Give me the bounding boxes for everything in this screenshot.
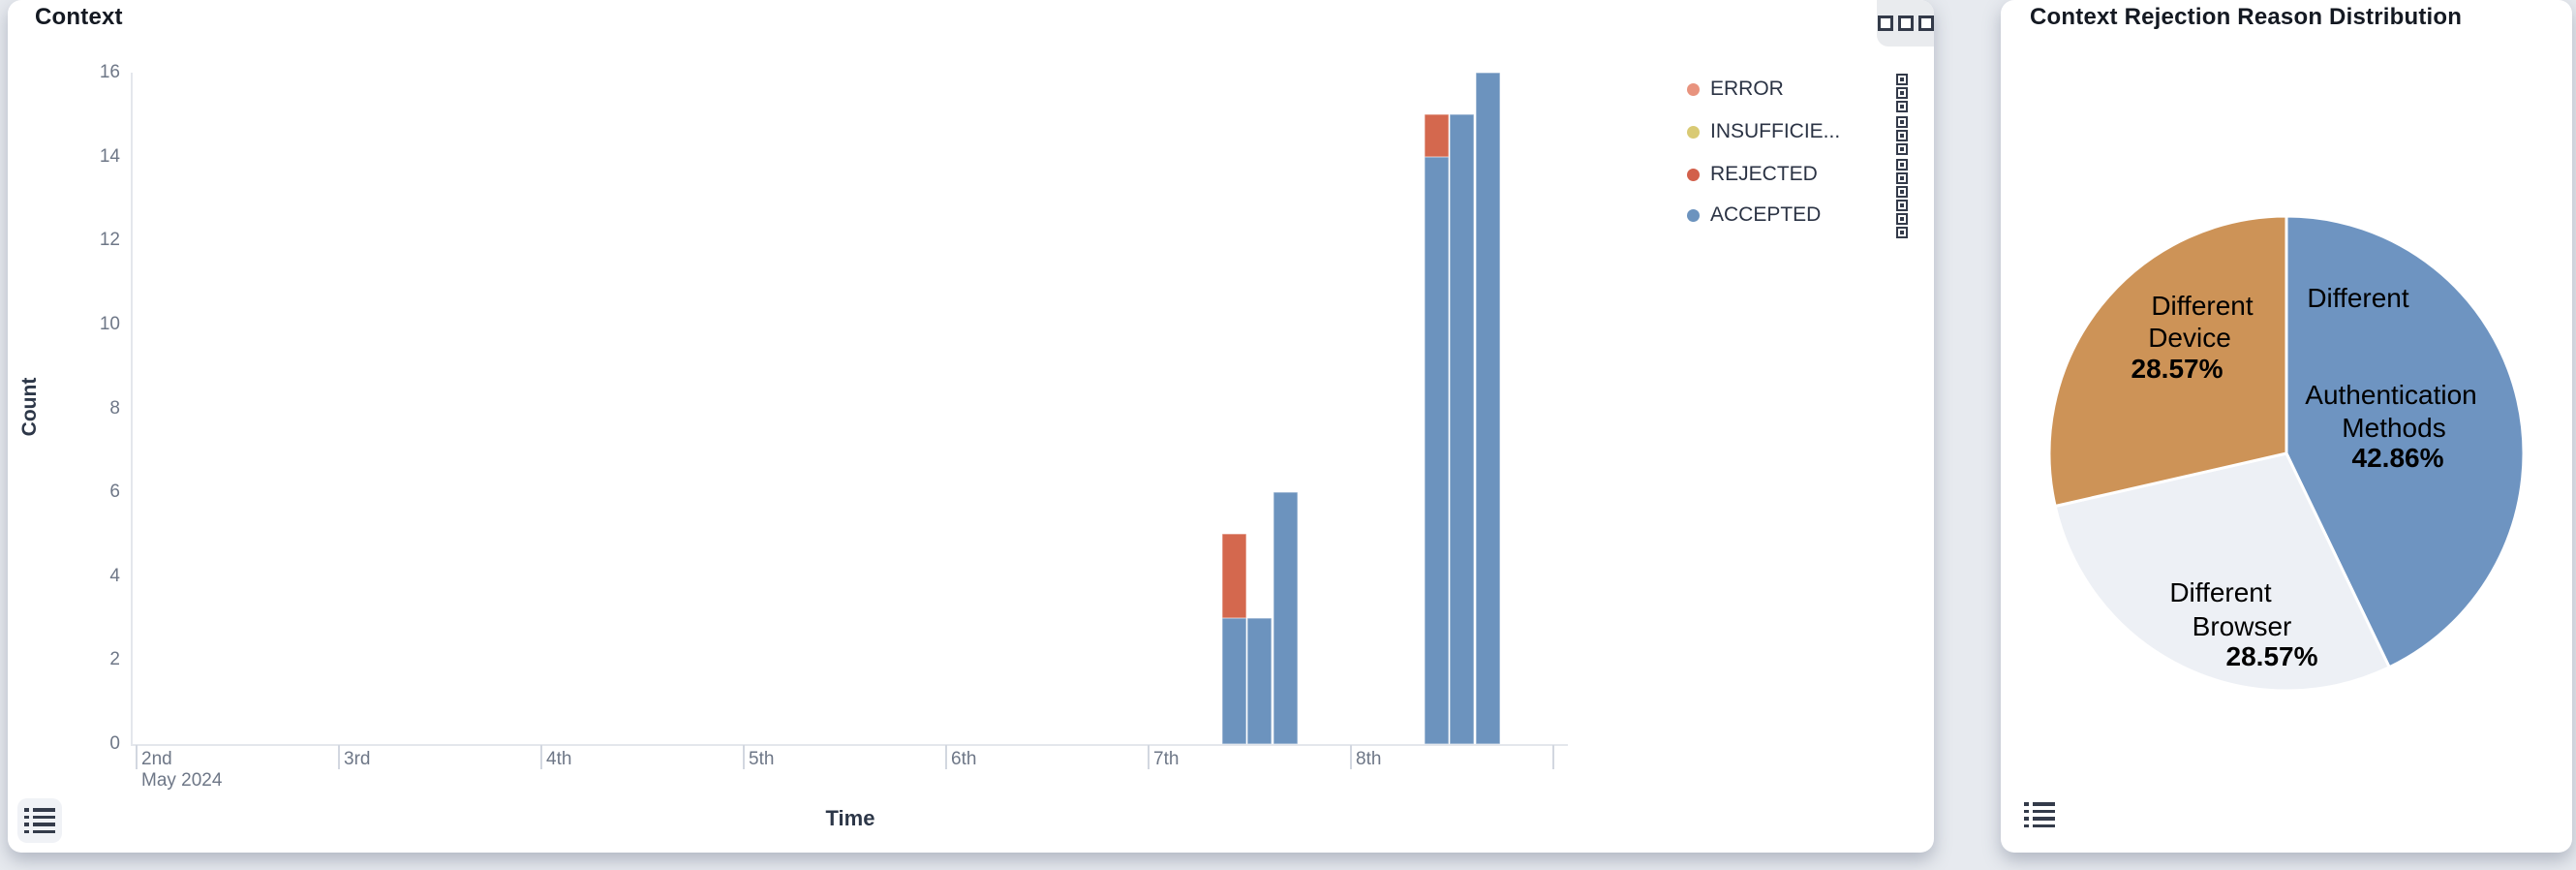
handle-square bbox=[1896, 200, 1908, 211]
y-tick-label: 4 bbox=[109, 565, 120, 586]
stacked-bar[interactable] bbox=[1475, 73, 1500, 744]
legend-color-dot bbox=[1687, 208, 1700, 222]
legend-item-rejected[interactable]: REJECTED bbox=[1687, 159, 1818, 190]
legend-drag-handle-icon[interactable] bbox=[1896, 159, 1908, 198]
bar-segment-accepted[interactable] bbox=[1273, 492, 1298, 744]
x-tick-sublabel: May 2024 bbox=[141, 770, 223, 791]
legend-color-dot bbox=[1687, 82, 1700, 96]
x-tick-mark bbox=[338, 745, 340, 769]
panel-title-context: Context bbox=[35, 4, 123, 30]
pie-slice-different-device[interactable] bbox=[2047, 214, 2288, 508]
pie-slice-different-authentication-methods[interactable] bbox=[2285, 214, 2526, 669]
x-tick-label: 5th bbox=[749, 749, 775, 769]
legend-label: REJECTED bbox=[1710, 163, 1818, 185]
handle-square bbox=[1896, 116, 1908, 128]
pie-label-auth-percent: 42.86% bbox=[2351, 443, 2444, 473]
x-tick-mark bbox=[1148, 745, 1150, 769]
x-tick-mark bbox=[1552, 745, 1554, 769]
rejection-reason-panel: Context Rejection Reason Distribution Di… bbox=[2001, 0, 2572, 853]
stacked-bar[interactable] bbox=[1425, 114, 1450, 744]
stacked-bar[interactable] bbox=[1247, 618, 1273, 744]
bar-segment-accepted[interactable] bbox=[1247, 618, 1273, 744]
x-tick-mark bbox=[540, 745, 542, 769]
pie-label-auth-line1: Different bbox=[2307, 283, 2409, 313]
handle-square bbox=[1896, 159, 1908, 171]
bar-segment-rejected[interactable] bbox=[1222, 534, 1247, 619]
legend-color-dot bbox=[1687, 125, 1700, 139]
x-axis-title: Time bbox=[825, 806, 875, 830]
y-tick-label: 0 bbox=[109, 733, 120, 754]
x-tick-label: 6th bbox=[951, 749, 977, 769]
x-tick-mark bbox=[743, 745, 745, 769]
y-tick-label: 10 bbox=[99, 313, 120, 334]
y-tick-label: 8 bbox=[109, 397, 120, 419]
legend-label: INSUFFICIE... bbox=[1710, 120, 1841, 142]
handle-square bbox=[1896, 87, 1908, 99]
x-tick-label: 3rd bbox=[344, 749, 371, 769]
handle-square bbox=[1896, 186, 1908, 198]
x-tick-mark bbox=[1350, 745, 1352, 769]
squares-menu-icon bbox=[1877, 16, 1893, 31]
list-icon bbox=[2024, 802, 2055, 827]
pie-slice-different-browser[interactable] bbox=[2053, 451, 2391, 693]
list-icon bbox=[24, 808, 55, 833]
legend-label: ACCEPTED bbox=[1710, 203, 1822, 226]
x-tick-label: 8th bbox=[1356, 749, 1382, 769]
legend-color-dot bbox=[1687, 168, 1700, 181]
pie-label-browser-line2: Browser bbox=[2192, 611, 2292, 641]
stacked-bar[interactable] bbox=[1450, 114, 1475, 744]
x-tick-label: 4th bbox=[546, 749, 572, 769]
pie-label-browser-percent: 28.57% bbox=[2225, 641, 2318, 671]
legend-item-error[interactable]: ERROR bbox=[1687, 74, 1784, 105]
pie-chart bbox=[2047, 214, 2526, 693]
y-tick-label: 12 bbox=[99, 230, 120, 251]
handle-square bbox=[1896, 213, 1908, 225]
legend-toggle-button[interactable] bbox=[2024, 802, 2055, 827]
x-axis-line bbox=[131, 744, 1568, 746]
y-axis-line bbox=[131, 73, 133, 744]
legend-item-accepted[interactable]: ACCEPTED bbox=[1687, 200, 1821, 231]
x-tick-mark bbox=[945, 745, 947, 769]
y-tick-label: 2 bbox=[109, 649, 120, 670]
y-tick-label: 16 bbox=[99, 62, 120, 82]
bar-segment-accepted[interactable] bbox=[1475, 73, 1500, 744]
legend-drag-handle-icon[interactable] bbox=[1896, 74, 1908, 112]
legend-drag-handle-icon[interactable] bbox=[1896, 116, 1908, 155]
y-tick-label: 6 bbox=[109, 482, 120, 503]
handle-square bbox=[1896, 74, 1908, 85]
pie-label-device-line2: Device bbox=[2148, 323, 2231, 353]
pie-label-auth-line3: Methods bbox=[2342, 413, 2446, 443]
bar-segment-accepted[interactable] bbox=[1450, 114, 1475, 744]
pie-label-auth-line2: Authentication bbox=[2305, 380, 2477, 410]
x-tick-label: 2nd bbox=[141, 749, 172, 769]
x-tick-mark bbox=[136, 745, 138, 769]
legend-drag-handle-icon[interactable] bbox=[1896, 200, 1908, 238]
handle-square bbox=[1896, 143, 1908, 155]
handle-square bbox=[1896, 172, 1908, 184]
legend-label: ERROR bbox=[1710, 78, 1784, 100]
squares-menu-icon bbox=[1897, 16, 1914, 31]
x-tick-label: 7th bbox=[1153, 749, 1180, 769]
y-tick-label: 14 bbox=[99, 145, 120, 167]
stacked-bar[interactable] bbox=[1222, 534, 1247, 744]
bar-segment-accepted[interactable] bbox=[1222, 618, 1247, 744]
bar-segment-rejected[interactable] bbox=[1425, 114, 1450, 157]
pie-label-browser-line1: Different bbox=[2169, 577, 2272, 607]
handle-square bbox=[1896, 130, 1908, 141]
squares-menu-icon bbox=[1917, 16, 1934, 31]
panel-title-rejection-distribution: Context Rejection Reason Distribution bbox=[2030, 4, 2463, 30]
handle-square bbox=[1896, 227, 1908, 238]
pie-label-device-line1: Different bbox=[2151, 291, 2254, 321]
context-panel: Context Count 0 2 4 6 8 10 12 14 16 2nd May 2024 3r… bbox=[8, 0, 1934, 853]
pie-label-device-percent: 28.57% bbox=[2131, 354, 2223, 384]
bar-segment-accepted[interactable] bbox=[1425, 156, 1450, 744]
y-axis-title: Count bbox=[18, 377, 41, 437]
handle-square bbox=[1896, 101, 1908, 112]
stacked-bar[interactable] bbox=[1273, 492, 1298, 744]
legend-item-insufficie[interactable]: INSUFFICIE... bbox=[1687, 116, 1840, 147]
panel-options-button[interactable] bbox=[1877, 0, 1934, 47]
legend-toggle-button[interactable] bbox=[17, 798, 62, 843]
